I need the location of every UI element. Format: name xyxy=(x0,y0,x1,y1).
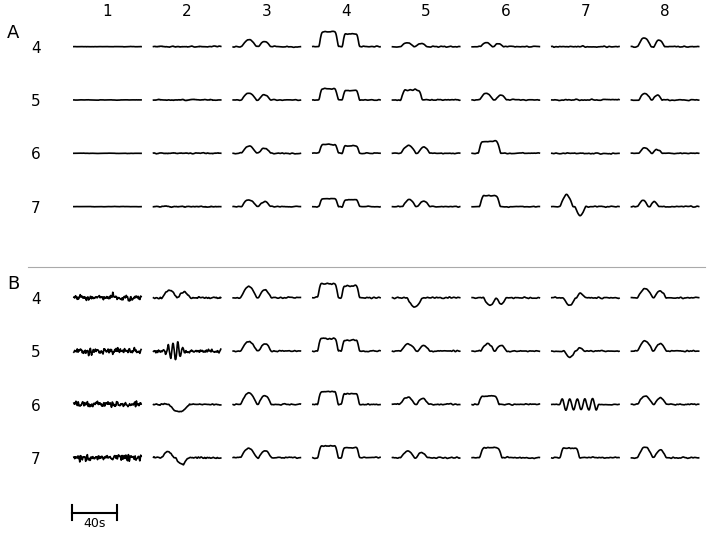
Text: 7: 7 xyxy=(31,201,41,216)
Text: 6: 6 xyxy=(501,4,511,19)
Text: 7: 7 xyxy=(580,4,590,19)
Text: 5: 5 xyxy=(31,94,41,109)
Text: 6: 6 xyxy=(31,399,41,414)
Text: 3: 3 xyxy=(262,4,272,19)
Text: B: B xyxy=(7,275,19,293)
Text: 2: 2 xyxy=(182,4,192,19)
Text: 4: 4 xyxy=(31,40,41,56)
Text: 7: 7 xyxy=(31,452,41,467)
Text: 1: 1 xyxy=(103,4,112,19)
Text: 4: 4 xyxy=(342,4,351,19)
Text: 5: 5 xyxy=(31,345,41,360)
Text: A: A xyxy=(7,24,19,42)
Text: 4: 4 xyxy=(31,292,41,307)
Text: 6: 6 xyxy=(31,147,41,163)
Text: 8: 8 xyxy=(660,4,670,19)
Text: 5: 5 xyxy=(422,4,431,19)
Text: 40s: 40s xyxy=(83,517,105,530)
